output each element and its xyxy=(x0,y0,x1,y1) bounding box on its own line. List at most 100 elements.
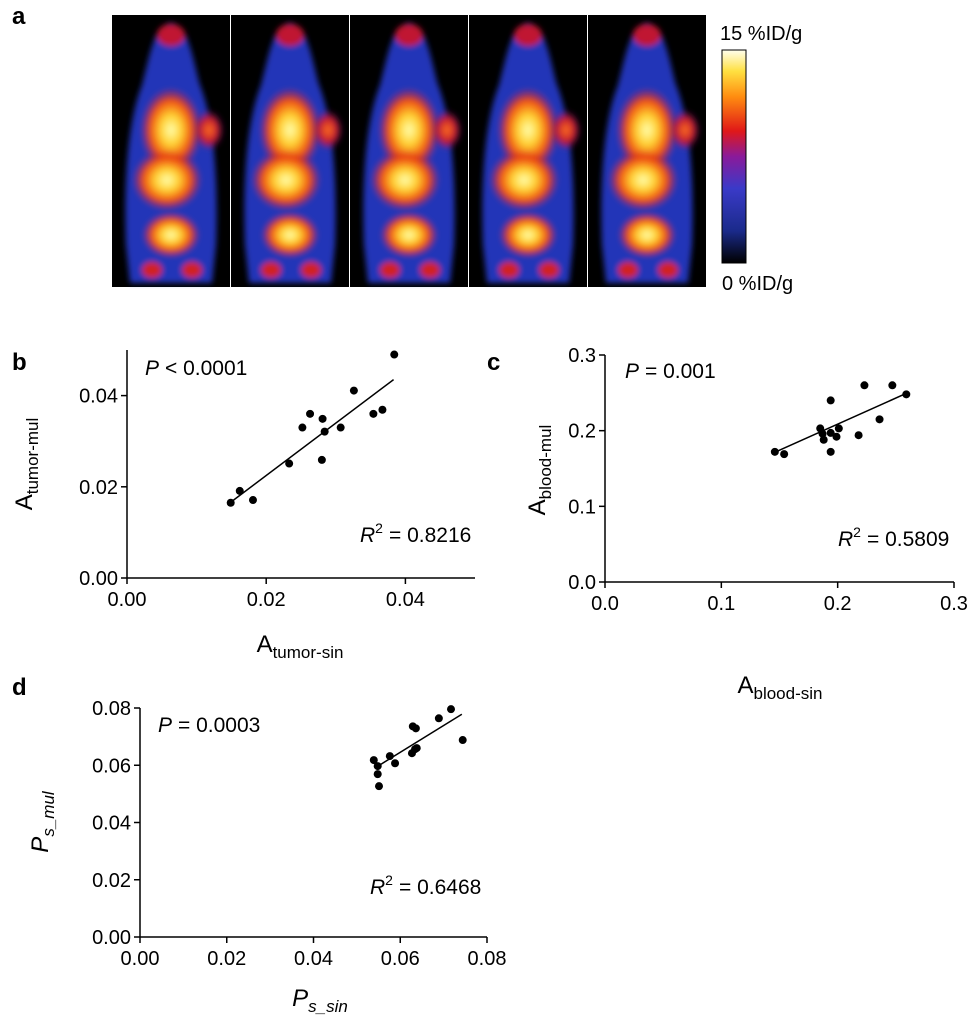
data-point xyxy=(446,705,455,714)
data-point xyxy=(770,447,779,456)
data-point xyxy=(854,431,863,440)
data-point xyxy=(826,428,835,437)
x-axis-label: Ablood-sin xyxy=(737,672,822,703)
x-tick-label: 0.04 xyxy=(386,589,425,611)
x-tick-label: 0.04 xyxy=(294,948,333,970)
r-power: 2 xyxy=(375,520,383,536)
data-point xyxy=(318,414,327,423)
y-tick-label: 0.02 xyxy=(79,477,118,499)
data-point xyxy=(819,435,828,444)
x-tick-label: 0.0 xyxy=(591,593,619,615)
y-label-sub: tumor-mul xyxy=(23,418,42,495)
panel-label: b xyxy=(12,349,27,376)
data-point xyxy=(860,381,869,390)
data-point xyxy=(248,496,257,505)
data-point xyxy=(385,752,394,761)
data-point xyxy=(434,714,443,723)
y-tick-label: 0.3 xyxy=(568,345,596,367)
x-axis-label: Atumor-sin xyxy=(257,631,344,662)
y-label-main: A xyxy=(524,499,551,515)
data-point xyxy=(378,405,387,414)
data-point xyxy=(780,450,789,459)
data-point xyxy=(832,432,841,441)
data-point xyxy=(373,770,382,779)
panel-label: c xyxy=(487,349,500,376)
data-point xyxy=(373,762,382,771)
y-label-main: P xyxy=(27,837,54,853)
data-point xyxy=(826,396,835,405)
y-tick-label: 0.04 xyxy=(92,813,131,835)
r-symbol: R xyxy=(838,528,853,551)
data-point xyxy=(336,423,345,432)
fit-line xyxy=(374,713,463,769)
x-label-sub: s_sin xyxy=(308,997,348,1016)
data-point xyxy=(458,736,467,745)
colorbar-min-label: 0 %ID/g xyxy=(722,273,793,295)
p-annotation: P = 0.0003 xyxy=(158,714,260,737)
data-point xyxy=(374,782,383,791)
y-axis-label: Atumor-mul xyxy=(11,418,42,511)
data-point xyxy=(391,759,400,768)
fit-line xyxy=(229,379,395,504)
x-tick-label: 0.00 xyxy=(121,948,160,970)
data-point xyxy=(902,390,911,399)
colorbar-max-label: 15 %ID/g xyxy=(720,23,802,45)
data-point xyxy=(411,724,420,733)
data-point xyxy=(369,409,378,418)
x-tick-label: 0.06 xyxy=(381,948,420,970)
x-tick-label: 0.3 xyxy=(940,593,968,615)
p-text: = 0.0003 xyxy=(178,714,260,737)
x-axis-label: Ps_sin xyxy=(292,985,348,1016)
r2-annotation: R2 = 0.8216 xyxy=(360,520,471,547)
y-tick-label: 0.1 xyxy=(568,496,596,518)
colorbar xyxy=(721,49,747,264)
p-symbol: P xyxy=(145,357,159,380)
y-tick-label: 0.2 xyxy=(568,421,596,443)
p-text: = 0.001 xyxy=(645,360,716,383)
y-tick-label: 0.08 xyxy=(92,698,131,720)
y-axis-label: Ps_mul xyxy=(27,790,58,853)
data-point xyxy=(349,386,358,395)
x-tick-label: 0.2 xyxy=(824,593,852,615)
y-label-main: A xyxy=(11,494,38,510)
y-tick-label: 0.02 xyxy=(92,870,131,892)
data-point xyxy=(298,423,307,432)
x-label-main: A xyxy=(257,631,273,658)
x-tick-label: 0.1 xyxy=(707,593,735,615)
y-tick-label: 0.00 xyxy=(92,927,131,949)
r-text: = 0.8216 xyxy=(389,524,471,547)
x-tick-label: 0.08 xyxy=(468,948,507,970)
y-tick-label: 0.0 xyxy=(568,572,596,594)
data-point xyxy=(320,427,329,436)
panel-label: a xyxy=(12,3,26,30)
p-symbol: P xyxy=(625,360,639,383)
y-label-sub: s_mul xyxy=(39,790,58,837)
pet-images xyxy=(112,15,706,287)
y-tick-label: 0.04 xyxy=(79,386,118,408)
x-tick-label: 0.02 xyxy=(207,948,246,970)
y-tick-label: 0.06 xyxy=(92,755,131,777)
r-power: 2 xyxy=(385,872,393,888)
x-tick-label: 0.00 xyxy=(108,589,147,611)
p-annotation: P = 0.001 xyxy=(625,360,716,383)
p-text: < 0.0001 xyxy=(165,357,247,380)
data-point xyxy=(235,486,244,495)
x-tick-label: 0.02 xyxy=(247,589,286,611)
p-annotation: P < 0.0001 xyxy=(145,357,247,380)
x-label-sub: tumor-sin xyxy=(273,643,344,662)
data-point xyxy=(826,447,835,456)
data-point xyxy=(412,744,421,753)
p-symbol: P xyxy=(158,714,172,737)
panel-label: d xyxy=(12,674,27,701)
r-symbol: R xyxy=(370,876,385,899)
r2-annotation: R2 = 0.6468 xyxy=(370,872,481,899)
y-tick-label: 0.00 xyxy=(79,568,118,590)
fit-line xyxy=(772,392,908,455)
r-symbol: R xyxy=(360,524,375,547)
r-text: = 0.6468 xyxy=(399,876,481,899)
y-axis-label: Ablood-mul xyxy=(524,425,555,516)
data-point xyxy=(834,424,843,433)
data-point xyxy=(369,756,378,765)
data-point xyxy=(285,459,294,468)
